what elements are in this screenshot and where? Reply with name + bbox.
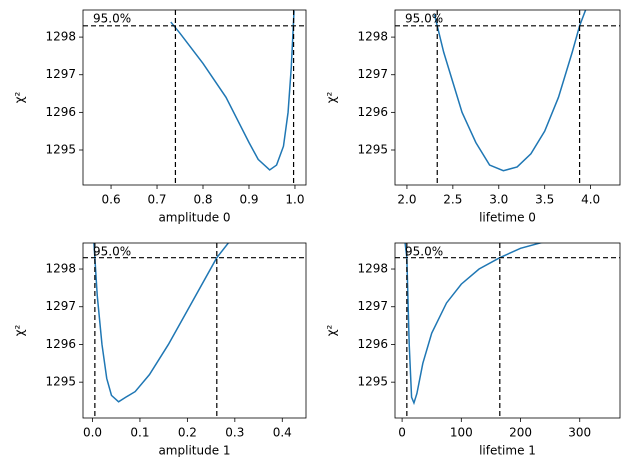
plot-area bbox=[83, 10, 306, 185]
subplot: 2.0 2.5 3.0 3.5 4.0 1295 1296 1297 1298 lifetime … bbox=[325, 9, 621, 225]
y-axis-label: χ² bbox=[13, 324, 27, 336]
y-tick-label: 1296 bbox=[357, 337, 388, 351]
plot-area bbox=[83, 243, 306, 418]
annotation: 95.0% bbox=[405, 12, 443, 26]
curve bbox=[93, 243, 230, 403]
x-tick-label: 4.0 bbox=[581, 193, 600, 207]
x-tick-label: 1.0 bbox=[285, 193, 304, 207]
y-tick-label: 1297 bbox=[45, 67, 76, 81]
y-tick-label: 1295 bbox=[357, 375, 388, 389]
axes-frame bbox=[394, 242, 621, 419]
x-axis-label: amplitude 1 bbox=[158, 444, 230, 458]
y-tick-label: 1296 bbox=[357, 105, 388, 119]
y-tick-label: 1297 bbox=[357, 299, 388, 313]
y-tick-label: 1296 bbox=[45, 337, 76, 351]
annotation: 95.0% bbox=[405, 245, 443, 259]
axes-frame bbox=[82, 242, 307, 419]
x-tick-label: 0.1 bbox=[130, 426, 149, 440]
y-tick-label: 1298 bbox=[45, 30, 76, 44]
x-tick-label: 2.5 bbox=[443, 193, 462, 207]
x-tick-label: 300 bbox=[568, 426, 591, 440]
y-tick-label: 1295 bbox=[357, 143, 388, 157]
x-tick-label: 0.9 bbox=[239, 193, 258, 207]
y-axis-label: χ² bbox=[13, 91, 27, 103]
y-tick-label: 1297 bbox=[45, 299, 76, 313]
y-tick-label: 1298 bbox=[357, 30, 388, 44]
y-axis-label: χ² bbox=[325, 91, 339, 103]
x-axis-label: amplitude 0 bbox=[158, 211, 230, 225]
subplot: 0.6 0.7 0.8 0.9 1.0 1295 1296 1297 1298 amplitude… bbox=[13, 9, 307, 225]
subplot: 0 100 200 300 1295 1296 1297 1298 lifetime 1 χ² 95… bbox=[325, 242, 621, 458]
y-tick-label: 1295 bbox=[45, 143, 76, 157]
x-tick-label: 0.8 bbox=[193, 193, 212, 207]
y-tick-label: 1297 bbox=[357, 67, 388, 81]
x-tick-label: 200 bbox=[509, 426, 532, 440]
x-tick-label: 3.0 bbox=[489, 193, 508, 207]
subplot: 0.0 0.1 0.2 0.3 0.4 1295 1296 1297 1298 amplitude… bbox=[13, 242, 307, 458]
x-tick-label: 0.6 bbox=[102, 193, 121, 207]
y-axis-label: χ² bbox=[325, 324, 339, 336]
curve bbox=[170, 10, 295, 171]
x-axis-label: lifetime 1 bbox=[479, 444, 536, 458]
y-tick-label: 1295 bbox=[45, 375, 76, 389]
x-tick-label: 0.7 bbox=[147, 193, 166, 207]
x-tick-label: 2.0 bbox=[397, 193, 416, 207]
axes-frame bbox=[82, 9, 307, 186]
curve bbox=[433, 10, 587, 172]
x-axis-label: lifetime 0 bbox=[479, 211, 536, 225]
annotation: 95.0% bbox=[93, 245, 131, 259]
x-tick-label: 0.2 bbox=[178, 426, 197, 440]
annotation: 95.0% bbox=[93, 12, 131, 26]
y-tick-label: 1298 bbox=[45, 262, 76, 276]
plot-area bbox=[395, 10, 620, 185]
axes-frame bbox=[394, 9, 621, 186]
x-tick-label: 100 bbox=[450, 426, 473, 440]
plot-area bbox=[395, 243, 620, 418]
curve bbox=[404, 243, 543, 406]
y-tick-label: 1296 bbox=[45, 105, 76, 119]
x-tick-label: 3.5 bbox=[535, 193, 554, 207]
y-tick-label: 1298 bbox=[357, 262, 388, 276]
x-tick-label: 0.0 bbox=[83, 426, 102, 440]
x-tick-label: 0 bbox=[398, 426, 406, 440]
x-tick-label: 0.3 bbox=[225, 426, 244, 440]
x-tick-label: 0.4 bbox=[273, 426, 292, 440]
